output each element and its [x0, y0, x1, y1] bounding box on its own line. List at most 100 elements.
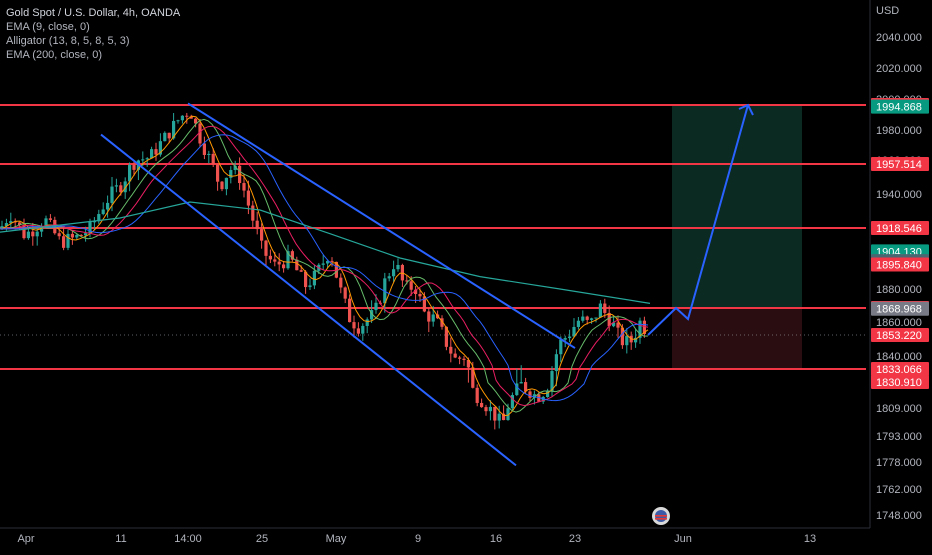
price-tick-label: 1980.000: [876, 125, 922, 137]
candle-body: [264, 240, 268, 256]
price-label-text: 1994.868: [876, 102, 922, 114]
candle-body: [642, 320, 646, 335]
candle-body: [488, 406, 492, 412]
candle-body: [343, 287, 347, 299]
candle-body: [471, 367, 475, 388]
candle-body: [339, 277, 343, 288]
time-tick-label: 11: [115, 533, 126, 545]
candle-body: [620, 327, 624, 346]
alligator-teeth-line: [0, 125, 649, 407]
candle-body: [163, 132, 167, 142]
candle-body: [453, 353, 457, 358]
candle-body: [638, 320, 642, 338]
candle-body: [97, 214, 101, 222]
price-label-box: [871, 221, 929, 235]
candle-body: [396, 264, 400, 270]
candle-body: [295, 259, 299, 271]
time-tick-label: 14:00: [174, 533, 202, 545]
candle-body: [550, 371, 554, 392]
candle-body: [493, 406, 497, 421]
candle-body: [519, 382, 523, 384]
price-label-box: [871, 257, 929, 272]
price-axis-panel: [870, 0, 932, 550]
candle-body: [167, 132, 171, 139]
candle-body: [308, 285, 312, 288]
candle-body: [211, 153, 215, 165]
candle-body: [123, 181, 127, 193]
candle-body: [141, 159, 145, 161]
time-tick-label: May: [326, 533, 347, 545]
candle-body: [348, 298, 352, 323]
candle-body: [224, 177, 228, 190]
candle-body: [634, 337, 638, 343]
candle-body: [427, 311, 431, 322]
price-tick-label: 1748.000: [876, 510, 922, 522]
alligator-lips-line: [0, 118, 649, 413]
time-tick-label: 23: [569, 533, 581, 545]
candle-body: [528, 391, 532, 398]
candle-body: [449, 346, 453, 354]
price-tick-label: 1940.000: [876, 189, 922, 201]
price-label-box: [871, 362, 929, 376]
ema200-line: [0, 201, 651, 304]
flag-icon-stripe: [655, 515, 667, 517]
price-tick-label: 1778.000: [876, 457, 922, 469]
candle-body: [466, 359, 470, 368]
candle-body: [114, 185, 118, 187]
candle-body: [387, 276, 391, 279]
event-flag-icon: [652, 507, 670, 525]
alligator-jaw-line: [0, 134, 649, 402]
candle-body: [44, 218, 48, 228]
candle-body: [176, 120, 180, 122]
candle-body: [356, 328, 360, 334]
time-tick-label: Apr: [17, 533, 34, 545]
candle-body: [462, 358, 466, 360]
indicator-ema9[interactable]: EMA (9, close, 0): [6, 21, 90, 33]
candle-body: [62, 236, 66, 248]
candle-body: [299, 270, 303, 272]
candle-body: [66, 233, 70, 248]
candle-body: [365, 319, 369, 326]
price-label-text: 1853.220: [876, 330, 922, 342]
candle-body: [255, 220, 259, 230]
candle-body: [352, 322, 356, 329]
price-label-box: [871, 375, 929, 389]
candle-body: [229, 170, 233, 178]
candle-body: [515, 383, 519, 396]
candle-body: [277, 261, 281, 265]
candle-body: [88, 221, 92, 234]
candle-body: [150, 149, 154, 159]
candle-body: [312, 270, 316, 286]
indicator-alligator[interactable]: Alligator (13, 8, 5, 8, 5, 3): [6, 35, 130, 47]
candle-body: [400, 264, 404, 281]
candle-body: [532, 394, 536, 398]
target-zone: [672, 105, 802, 308]
time-tick-label: Jun: [674, 533, 692, 545]
symbol-title[interactable]: Gold Spot / U.S. Dollar, 4h, OANDA: [6, 7, 181, 19]
candle-body: [510, 395, 514, 409]
stop-zone: [672, 308, 802, 369]
candle-body: [198, 123, 202, 144]
candle-body: [220, 181, 224, 190]
currency-label: USD: [876, 5, 899, 17]
candle-body: [92, 221, 96, 223]
candle-body: [202, 143, 206, 155]
price-tick-label: 1809.000: [876, 403, 922, 415]
indicator-ema200[interactable]: EMA (200, close, 0): [6, 49, 102, 61]
candle-body: [546, 391, 550, 397]
candle-body: [568, 336, 572, 339]
candle-body: [585, 316, 589, 320]
candle-body: [321, 263, 325, 265]
price-label-text: 1830.910: [876, 377, 922, 389]
price-label-text: 1918.546: [876, 223, 922, 235]
price-label-text: 1957.514: [876, 159, 922, 171]
candle-body: [563, 338, 567, 340]
candle-body: [48, 218, 52, 220]
price-label-box: [871, 301, 929, 316]
candle-body: [326, 260, 330, 264]
price-tick-label: 1793.000: [876, 431, 922, 443]
candle-body: [251, 205, 255, 221]
candle-body: [484, 407, 488, 412]
